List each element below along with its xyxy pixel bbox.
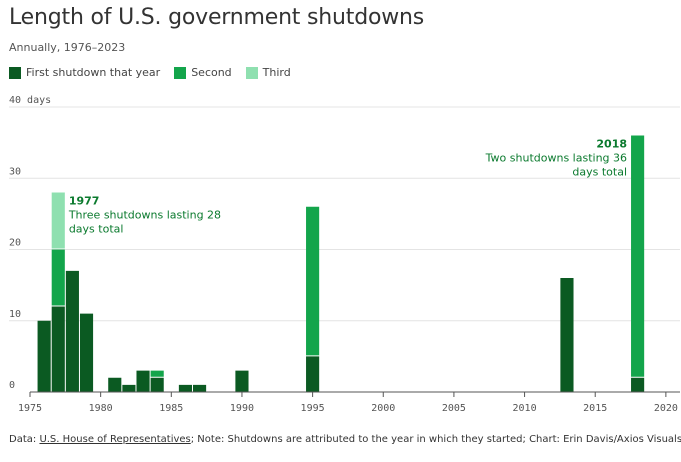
source-link[interactable]: U.S. House of Representatives [39,434,191,445]
x-tick-label-2000: 2000 [371,403,395,414]
chart-subtitle: Annually, 1976–2023 [9,41,126,54]
footer-note: ; Note: Shutdowns are attributed to the … [190,434,681,445]
bar-2018-first [631,377,645,392]
annotation-text-1977-0: Three shutdowns lasting 28 [68,209,221,222]
axes: 0 10 20 30 40 days 1975 1980 1985 1990 1995 2000 20… [9,95,680,414]
x-tick-label-2020: 2020 [654,403,678,414]
bar-1979-first [79,313,94,392]
bar-1976-first [37,320,51,392]
chart-footer: Data: U.S. House of Representatives; Not… [9,434,681,445]
bars [37,135,645,392]
x-tick-label-2005: 2005 [442,403,466,414]
legend-label-first: First shutdown that year [26,66,161,79]
x-tick-label-1990: 1990 [230,403,254,414]
legend-label-third: Third [262,66,291,79]
y-tick-label-0: 0 [9,380,15,391]
bar-1995-first [306,356,320,392]
legend-item-second: Second [174,66,232,79]
legend-item-first: First shutdown that year [9,66,160,79]
bar-1977-first [51,306,65,392]
annotation-text-2018-1: days total [572,166,627,179]
x-tick-label-1995: 1995 [301,403,325,414]
x-tick-label-1975: 1975 [18,403,42,414]
shutdown-bar-chart: 0 10 20 30 40 days 1975 1980 1985 1990 1995 2000 20… [9,95,680,414]
bar-2013-first [560,278,574,392]
bar-2018-second [631,135,645,377]
bar-1987-first [193,384,207,392]
legend-label-second: Second [191,66,232,79]
annotation-text-2018-0: Two shutdowns lasting 36 [485,152,627,165]
y-tick-label-30: 30 [9,166,21,177]
x-tick-label-2010: 2010 [513,403,537,414]
bar-1983-first [136,370,150,392]
y-tick-label-20: 20 [9,238,21,249]
bar-1977-second [51,249,65,306]
chart-title: Length of U.S. government shutdowns [9,5,425,30]
legend-swatch-second [174,66,187,79]
bar-1986-first [178,384,192,392]
legend-swatch-first [9,66,21,79]
x-tick-label-1985: 1985 [159,403,183,414]
annotation-year-2018: 2018 [596,138,627,151]
bar-1978-first [65,270,79,392]
legend-item-third: Third [245,66,291,79]
y-tick-label-10: 10 [9,309,21,320]
annotation-year-1977: 1977 [69,195,100,208]
footer-prefix: Data: [9,434,40,445]
x-tick-label-1980: 1980 [89,403,113,414]
bar-1984-first [150,377,164,392]
y-tick-label-40: 40 days [9,95,51,106]
legend-swatch-third [245,66,258,79]
bar-1984-second [150,370,164,377]
bar-1995-second [306,206,320,356]
bar-1982-first [122,384,136,392]
chart-legend: First shutdown that year Second Third [9,66,291,79]
bar-1990-first [235,370,249,392]
bar-1977-third [51,192,65,249]
x-tick-label-2015: 2015 [583,403,607,414]
annotation-text-1977-1: days total [69,223,124,236]
bar-1981-first [108,377,122,392]
